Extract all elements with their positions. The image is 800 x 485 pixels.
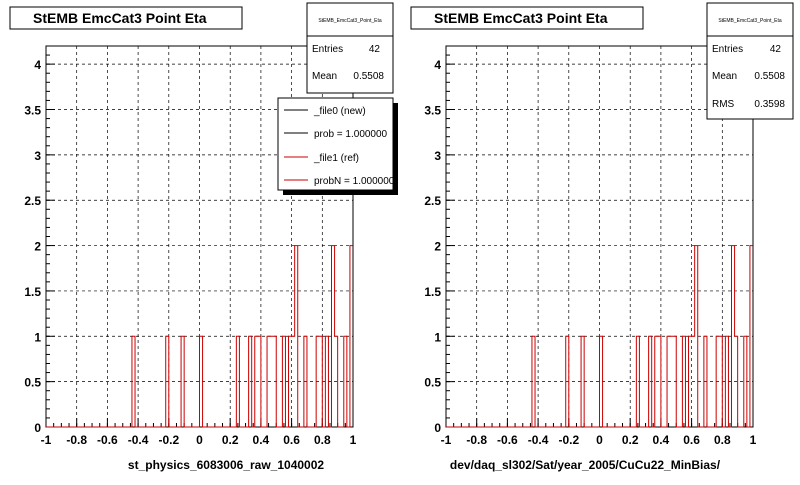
left-x-tick-label: -1 xyxy=(41,433,52,447)
right-x-tick-label: 0 xyxy=(596,433,603,447)
left-x-axis-label: st_physics_6083006_raw_1040002 xyxy=(128,458,324,472)
legend-frame xyxy=(277,97,394,191)
right-histogram-outline xyxy=(446,245,753,428)
right-y-tick-label: 0 xyxy=(434,421,441,435)
left-stats-entries-value: 42 xyxy=(369,44,381,55)
legend-entry-3: probN = 1.000000 xyxy=(314,176,395,187)
right-y-tick-label: 1 xyxy=(434,330,441,344)
left-x-tick-label: 0 xyxy=(196,433,203,447)
right-y-tick-label: 3 xyxy=(434,149,441,163)
left-x-tick-label: -0.4 xyxy=(128,433,149,447)
left-y-tick-label: 1.5 xyxy=(24,285,41,299)
legend-entry-0: _file0 (new) xyxy=(313,106,366,117)
left-stats-entries-label: Entries xyxy=(312,44,343,55)
right-x-tick-label: 0.6 xyxy=(683,433,700,447)
right-stats-mean-label: Mean xyxy=(712,71,737,82)
right-y-tick-label: 2 xyxy=(434,240,441,254)
right-x-tick-label: -0.4 xyxy=(528,433,549,447)
left-y-tick-label: 2.5 xyxy=(24,194,41,208)
left-y-tick-label: 2 xyxy=(34,240,41,254)
right-stats-name: StEMB_EmcCat3_Point_Eta xyxy=(718,18,782,24)
left-x-tick-label: 0.6 xyxy=(283,433,300,447)
right-x-tick-label: -0.6 xyxy=(497,433,518,447)
right-x-tick-label: 0.8 xyxy=(714,433,731,447)
right-stats-entries-label: Entries xyxy=(712,44,743,55)
right-stats-rms-label: RMS xyxy=(712,99,735,110)
right-x-axis-label: dev/daq_sl302/Sat/year_2005/CuCu22_MinBi… xyxy=(450,458,721,472)
right-x-tick-label: -0.8 xyxy=(466,433,487,447)
right-x-tick-label: 1 xyxy=(750,433,757,447)
left-y-tick-label: 3 xyxy=(34,149,41,163)
right-title-box xyxy=(410,6,644,30)
right-stats-entries-value: 42 xyxy=(770,44,782,55)
right-y-tick-label: 3.5 xyxy=(424,104,441,118)
left-histogram-outline xyxy=(46,245,353,428)
left-stats-mean-label: Mean xyxy=(312,71,337,82)
left-y-tick-labels: 0 0.5 1 1.5 2 2.5 3 3.5 4 xyxy=(24,58,41,435)
left-title: StEMB EmcCat3 Point Eta xyxy=(33,10,207,26)
right-title: StEMB EmcCat3 Point Eta xyxy=(434,10,608,26)
right-y-tick-label: 2.5 xyxy=(424,194,441,208)
left-y-tick-label: 0.5 xyxy=(24,376,41,390)
right-x-tick-label: 0.2 xyxy=(622,433,639,447)
left-stats-frame xyxy=(306,2,394,94)
right-x-tick-labels: -1 -0.8 -0.6 -0.4 -0.2 0 0.2 0.4 0.6 0.8 1 xyxy=(441,433,757,447)
left-x-tick-label: -0.6 xyxy=(97,433,118,447)
left-stats-name: StEMB_EmcCat3_Point_Eta xyxy=(318,18,382,24)
right-x-tick-label: -0.2 xyxy=(558,433,579,447)
right-y-tick-label: 1.5 xyxy=(424,285,441,299)
left-x-tick-label: -0.8 xyxy=(66,433,87,447)
left-x-tick-label: -0.2 xyxy=(158,433,179,447)
left-y-tick-label: 0 xyxy=(34,421,41,435)
left-y-tick-label: 3.5 xyxy=(24,104,41,118)
legend: _file0 (new) prob = 1.000000 _file1 (ref… xyxy=(277,97,398,195)
right-stats-rms-value: 0.3598 xyxy=(754,99,785,110)
right-panel: StEMB EmcCat3 Point Eta -1 -0.8 -0.6 -0.4 -0… xyxy=(410,2,794,472)
right-x-tick-label: 0.4 xyxy=(653,433,670,447)
left-stats-mean-value: 0.5508 xyxy=(353,71,384,82)
left-y-tick-label: 1 xyxy=(34,330,41,344)
left-x-tick-label: 0.8 xyxy=(314,433,331,447)
left-y-tick-label: 4 xyxy=(34,58,41,72)
left-panel: StEMB EmcCat3 Point Eta -1 -0.8 -0.6 -0.4 -0… xyxy=(9,2,398,472)
right-x-tick-label: -1 xyxy=(441,433,452,447)
right-stats-frame xyxy=(706,2,794,120)
left-x-tick-label: 0.4 xyxy=(253,433,270,447)
left-title-box xyxy=(9,6,243,30)
legend-entry-2: _file1 (ref) xyxy=(313,153,359,164)
right-stats-box: StEMB_EmcCat3_Point_Eta Entries 42 Mean … xyxy=(706,2,794,120)
right-y-tick-labels: 0 0.5 1 1.5 2 2.5 3 3.5 4 xyxy=(424,58,441,435)
right-y-tick-label: 0.5 xyxy=(424,376,441,390)
left-stats-box: StEMB_EmcCat3_Point_Eta Entries 42 Mean … xyxy=(306,2,394,94)
legend-entry-1: prob = 1.000000 xyxy=(314,129,388,140)
right-stats-mean-value: 0.5508 xyxy=(754,71,785,82)
left-x-tick-label: 1 xyxy=(350,433,357,447)
left-x-tick-label: 0.2 xyxy=(222,433,239,447)
left-x-tick-labels: -1 -0.8 -0.6 -0.4 -0.2 0 0.2 0.4 0.6 0.8 1 xyxy=(41,433,357,447)
right-y-tick-label: 4 xyxy=(434,58,441,72)
